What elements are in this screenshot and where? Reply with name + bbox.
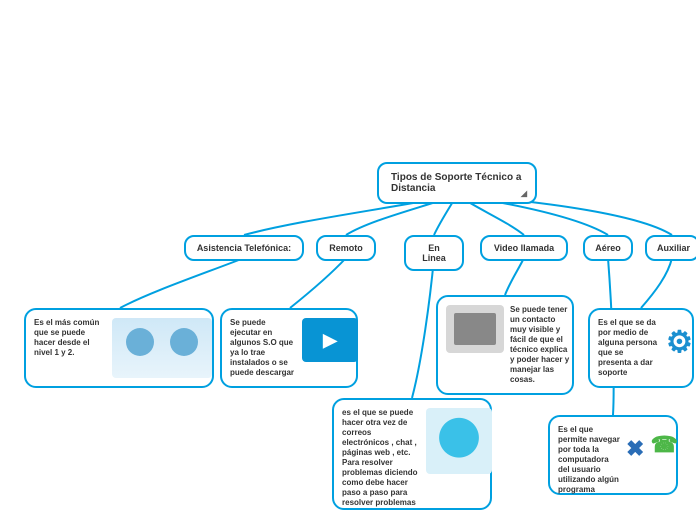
child-en-linea[interactable]: En Linea bbox=[404, 235, 464, 271]
child-label: Video llamada bbox=[494, 243, 554, 253]
video-call-icon bbox=[446, 305, 504, 353]
people-headset-icon bbox=[112, 318, 212, 378]
leaf-text: Se puede tener un contacto muy visible y… bbox=[510, 305, 572, 385]
tools-support-icon bbox=[626, 425, 676, 475]
leaf-text: es el que se puede hacer otra vez de cor… bbox=[342, 408, 420, 508]
child-label: Auxiliar bbox=[657, 243, 690, 253]
leaf-text: Es el que se da por medio de alguna pers… bbox=[598, 318, 658, 378]
child-video-llamada[interactable]: Video llamada bbox=[480, 235, 568, 261]
child-label: Aéreo bbox=[595, 243, 621, 253]
leaf-en-linea[interactable]: es el que se puede hacer otra vez de cor… bbox=[332, 398, 492, 510]
monitor-play-icon bbox=[302, 318, 358, 362]
root-node[interactable]: Tipos de Soporte Técnico a Distancia bbox=[377, 162, 537, 204]
child-asistencia-telefonica[interactable]: Asistencia Telefónica: bbox=[184, 235, 304, 261]
leaf-remoto[interactable]: Se puede ejecutar en algunos S.O que ya … bbox=[220, 308, 358, 388]
globe-network-icon bbox=[426, 408, 492, 474]
child-auxiliar[interactable]: Auxiliar bbox=[645, 235, 696, 261]
child-label: Asistencia Telefónica: bbox=[197, 243, 291, 253]
leaf-asistencia-telefonica[interactable]: Es el más común que se puede hacer desde… bbox=[24, 308, 214, 388]
leaf-video-llamada[interactable]: Se puede tener un contacto muy visible y… bbox=[436, 295, 574, 395]
leaf-text: Es el que permite navegar por toda la co… bbox=[558, 425, 620, 495]
root-label: Tipos de Soporte Técnico a Distancia bbox=[391, 172, 521, 194]
child-label: En Linea bbox=[422, 243, 446, 263]
child-aereo[interactable]: Aéreo bbox=[583, 235, 633, 261]
gear-icon bbox=[664, 318, 696, 368]
child-label: Remoto bbox=[329, 243, 363, 253]
leaf-text: Es el más común que se puede hacer desde… bbox=[34, 318, 106, 358]
leaf-text: Se puede ejecutar en algunos S.O que ya … bbox=[230, 318, 296, 378]
leaf-auxiliar[interactable]: Es el que se da por medio de alguna pers… bbox=[588, 308, 694, 388]
child-remoto[interactable]: Remoto bbox=[316, 235, 376, 261]
leaf-aereo[interactable]: Es el que permite navegar por toda la co… bbox=[548, 415, 678, 495]
